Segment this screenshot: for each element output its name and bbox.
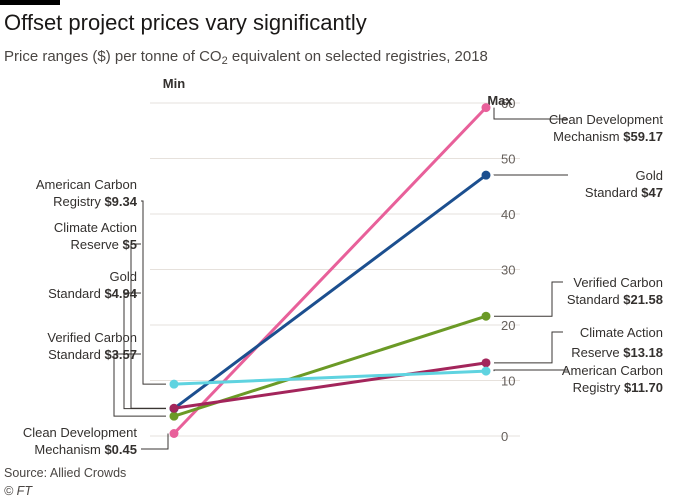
max-label-clean-development: Mechanism $59.17 [553,129,663,144]
max-label-name-line2-american-carbon: Registry [573,380,624,395]
series-line-climate-action [172,361,488,410]
min-connector-american-carbon [141,200,166,385]
min-point-verified-carbon [169,411,179,421]
max-label-gold: Standard $47 [585,185,663,200]
min-point-climate-action [169,403,179,413]
min-label-name-american-carbon: American Carbon [36,177,137,192]
min-value-label-american-carbon: $9.34 [104,194,137,209]
min-label-climate-action: Reserve $5 [71,237,138,252]
min-label-name-line2-gold: Standard [48,286,104,301]
brand-bar [0,0,60,5]
subtitle-text: Price ranges ($) per tonne of CO [4,48,222,65]
y-tick-label-50: 50 [501,152,515,167]
y-tick-label-30: 30 [501,263,515,278]
max-label-name-line2-clean-development: Mechanism [553,129,623,144]
y-tick-label-40: 40 [501,207,515,222]
y-tick-label-0: 0 [501,429,508,444]
max-label-name-gold: Gold [636,168,663,183]
subtitle-subscript: 2 [221,55,228,67]
credit-note: © FT [4,484,32,498]
max-label-american-carbon: Registry $11.70 [573,380,663,395]
min-label-american-carbon: Registry $9.34 [53,194,138,209]
source-note: Source: Allied Crowds [4,466,127,480]
max-point-clean-development [481,103,491,113]
max-column-header: Max [487,93,513,108]
min-value-label-verified-carbon: $3.57 [104,347,137,362]
max-label-name-climate-action: Climate Action [580,325,663,340]
max-label-name-clean-development: Clean Development [549,112,664,127]
min-value-label-gold: $4.94 [104,286,137,301]
max-point-gold [481,170,491,180]
chart-subtitle: Price ranges ($) per tonne of CO2 equiva… [4,48,488,67]
min-label-name-line2-verified-carbon: Standard [48,347,104,362]
min-label-name-line2-american-carbon: Registry [53,194,104,209]
max-connector-clean-development [493,107,568,120]
max-connector-climate-action [494,331,563,364]
max-value-label-verified-carbon: $21.58 [623,292,663,307]
min-connector-verified-carbon [113,353,166,417]
series-line-gold [172,173,488,411]
max-connector-verified-carbon [494,281,563,317]
min-connector-climate-action [130,243,166,409]
min-label-name-line2-climate-action: Reserve [71,237,123,252]
series-line-american-carbon [172,369,488,386]
max-label-name-line2-climate-action: Reserve [571,345,623,360]
max-label-climate-action: Reserve $13.18 [571,345,663,360]
min-label-name-verified-carbon: Verified Carbon [47,330,137,345]
max-point-climate-action [481,358,491,368]
series-line-clean-development [172,106,488,436]
min-column-header: Min [163,76,185,91]
max-label-name-line2-verified-carbon: Standard [567,292,623,307]
max-connector-american-carbon [493,369,568,372]
min-connector-clean-development [141,433,169,450]
min-value-label-climate-action: $5 [123,237,137,252]
subtitle-text-end: equivalent on selected registries, 2018 [227,48,488,65]
max-value-label-gold: $47 [641,185,663,200]
y-tick-label-60: 60 [501,96,515,111]
min-point-american-carbon [169,379,179,389]
y-tick-label-10: 10 [501,374,515,389]
max-label-name-american-carbon: American Carbon [562,363,663,378]
chart-title: Offset project prices vary significantly [4,10,367,35]
min-label-name-gold: Gold [110,269,137,284]
y-tick-label-20: 20 [501,318,515,333]
min-label-name-climate-action: Climate Action [54,220,137,235]
min-label-gold: Standard $4.94 [48,286,138,301]
min-label-verified-carbon: Standard $3.57 [48,347,137,362]
max-point-american-carbon [481,366,491,376]
max-label-verified-carbon: Standard $21.58 [567,292,663,307]
max-value-label-american-carbon: $11.70 [624,380,663,395]
max-point-verified-carbon [481,311,491,321]
max-label-name-line2-gold: Standard [585,185,641,200]
min-label-name-line2-clean-development: Mechanism [34,442,104,457]
max-value-label-clean-development: $59.17 [623,129,663,144]
min-point-clean-development [169,429,179,439]
min-label-clean-development: Mechanism $0.45 [34,442,137,457]
min-label-name-clean-development: Clean Development [23,425,138,440]
min-value-label-clean-development: $0.45 [104,442,137,457]
max-label-name-verified-carbon: Verified Carbon [573,275,663,290]
max-value-label-climate-action: $13.18 [623,345,663,360]
